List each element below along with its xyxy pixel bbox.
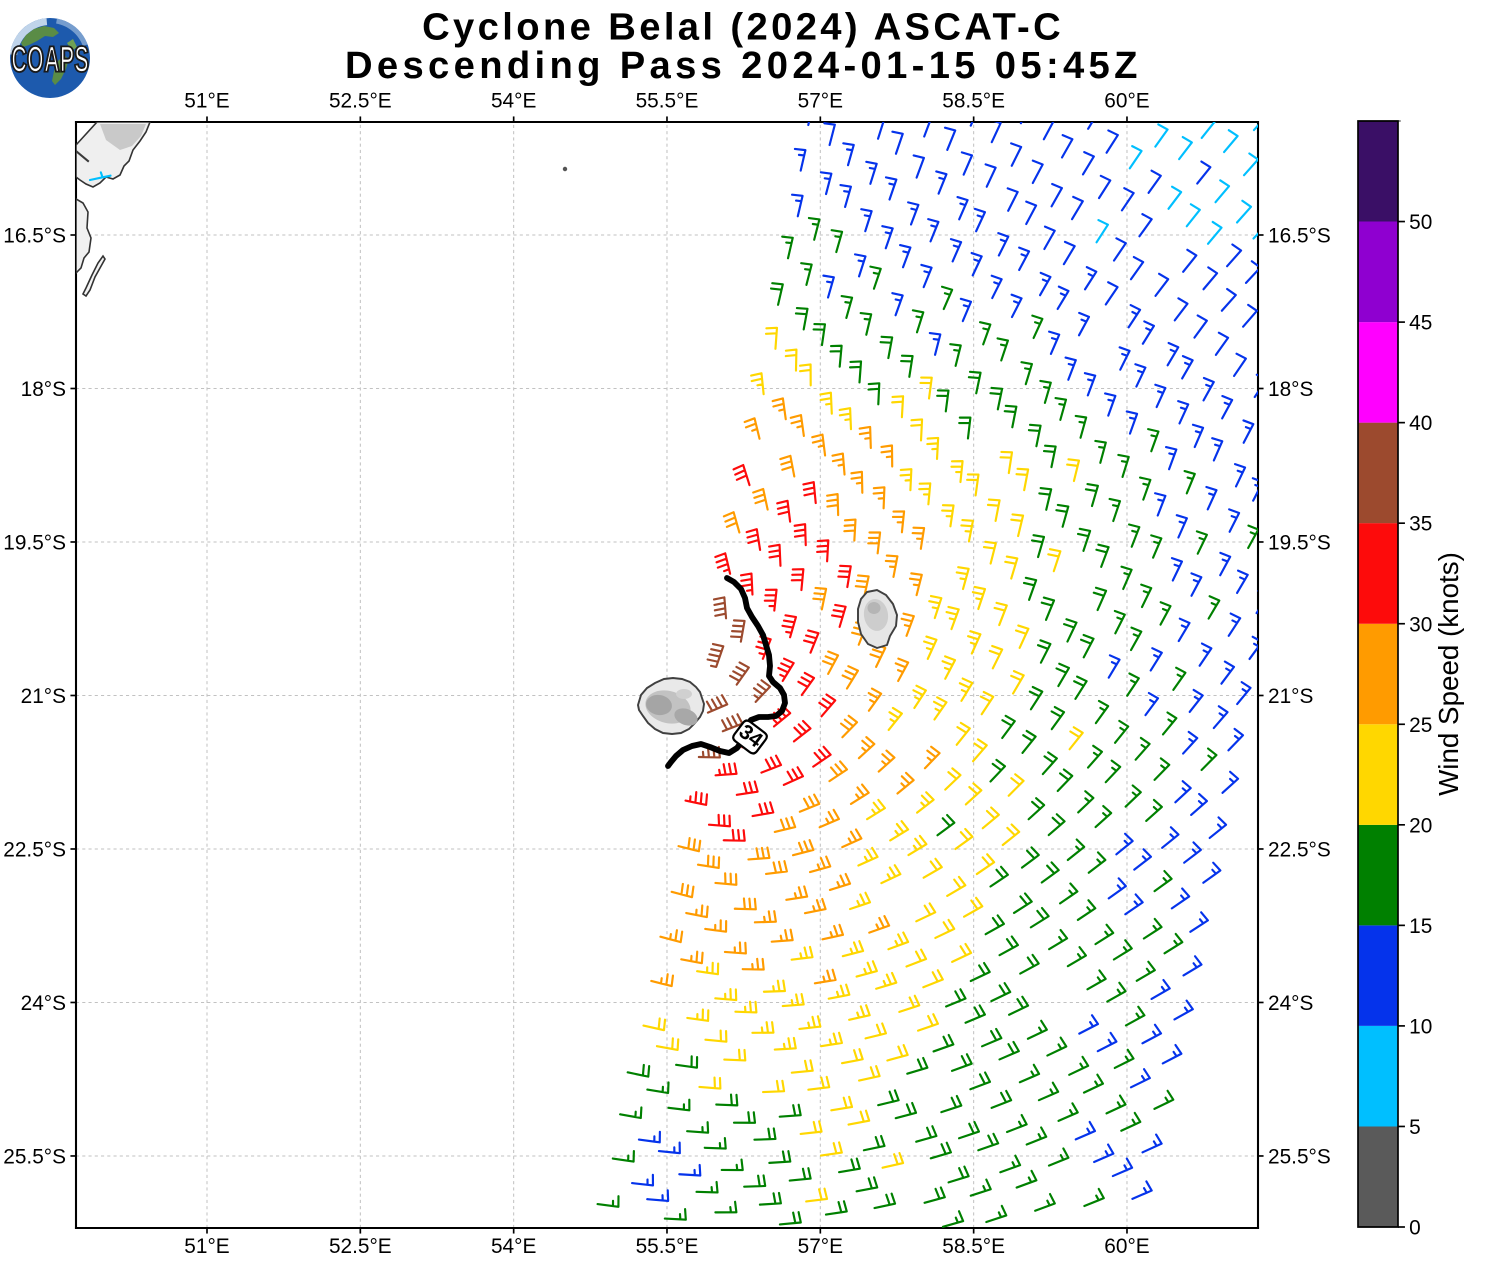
svg-text:22.5°S: 22.5°S (1268, 839, 1331, 862)
svg-text:60°E: 60°E (1104, 1235, 1149, 1258)
svg-text:18°S: 18°S (21, 378, 66, 401)
svg-text:25.5°S: 25.5°S (3, 1146, 66, 1169)
svg-text:Wind Speed (knots): Wind Speed (knots) (1433, 552, 1464, 796)
svg-text:54°E: 54°E (491, 1235, 536, 1258)
svg-text:54°E: 54°E (491, 90, 536, 113)
svg-text:24°S: 24°S (21, 992, 66, 1015)
svg-text:60°E: 60°E (1104, 90, 1149, 113)
svg-text:55.5°E: 55.5°E (636, 90, 699, 113)
svg-text:51°E: 51°E (184, 90, 229, 113)
svg-text:15: 15 (1409, 915, 1432, 938)
svg-text:25.5°S: 25.5°S (1268, 1146, 1331, 1169)
svg-text:16.5°S: 16.5°S (1268, 225, 1331, 248)
svg-text:51°E: 51°E (184, 1235, 229, 1258)
svg-text:10: 10 (1409, 1015, 1432, 1038)
svg-text:40: 40 (1409, 412, 1432, 435)
svg-text:58.5°E: 58.5°E (942, 90, 1005, 113)
svg-text:20: 20 (1409, 814, 1432, 837)
svg-text:5: 5 (1409, 1116, 1421, 1139)
svg-text:58.5°E: 58.5°E (942, 1235, 1005, 1258)
svg-text:30: 30 (1409, 613, 1432, 636)
svg-text:19.5°S: 19.5°S (3, 532, 66, 555)
svg-text:45: 45 (1409, 312, 1432, 335)
svg-text:57°E: 57°E (798, 90, 843, 113)
svg-text:21°S: 21°S (1268, 685, 1313, 708)
svg-text:18°S: 18°S (1268, 378, 1313, 401)
svg-text:52.5°E: 52.5°E (329, 90, 392, 113)
svg-text:Descending Pass 2024-01-15 05:: Descending Pass 2024-01-15 05:45Z (345, 44, 1142, 87)
svg-text:0: 0 (1409, 1217, 1421, 1240)
svg-text:25: 25 (1409, 714, 1432, 737)
svg-text:35: 35 (1409, 513, 1432, 536)
svg-text:50: 50 (1409, 211, 1432, 234)
svg-text:21°S: 21°S (21, 685, 66, 708)
svg-text:52.5°E: 52.5°E (329, 1235, 392, 1258)
svg-text:Cyclone Belal (2024) ASCAT-C: Cyclone Belal (2024) ASCAT-C (422, 5, 1064, 48)
svg-text:57°E: 57°E (798, 1235, 843, 1258)
svg-text:19.5°S: 19.5°S (1268, 532, 1331, 555)
svg-text:16.5°S: 16.5°S (3, 225, 66, 248)
svg-text:24°S: 24°S (1268, 992, 1313, 1015)
svg-text:22.5°S: 22.5°S (3, 839, 66, 862)
svg-text:55.5°E: 55.5°E (636, 1235, 699, 1258)
